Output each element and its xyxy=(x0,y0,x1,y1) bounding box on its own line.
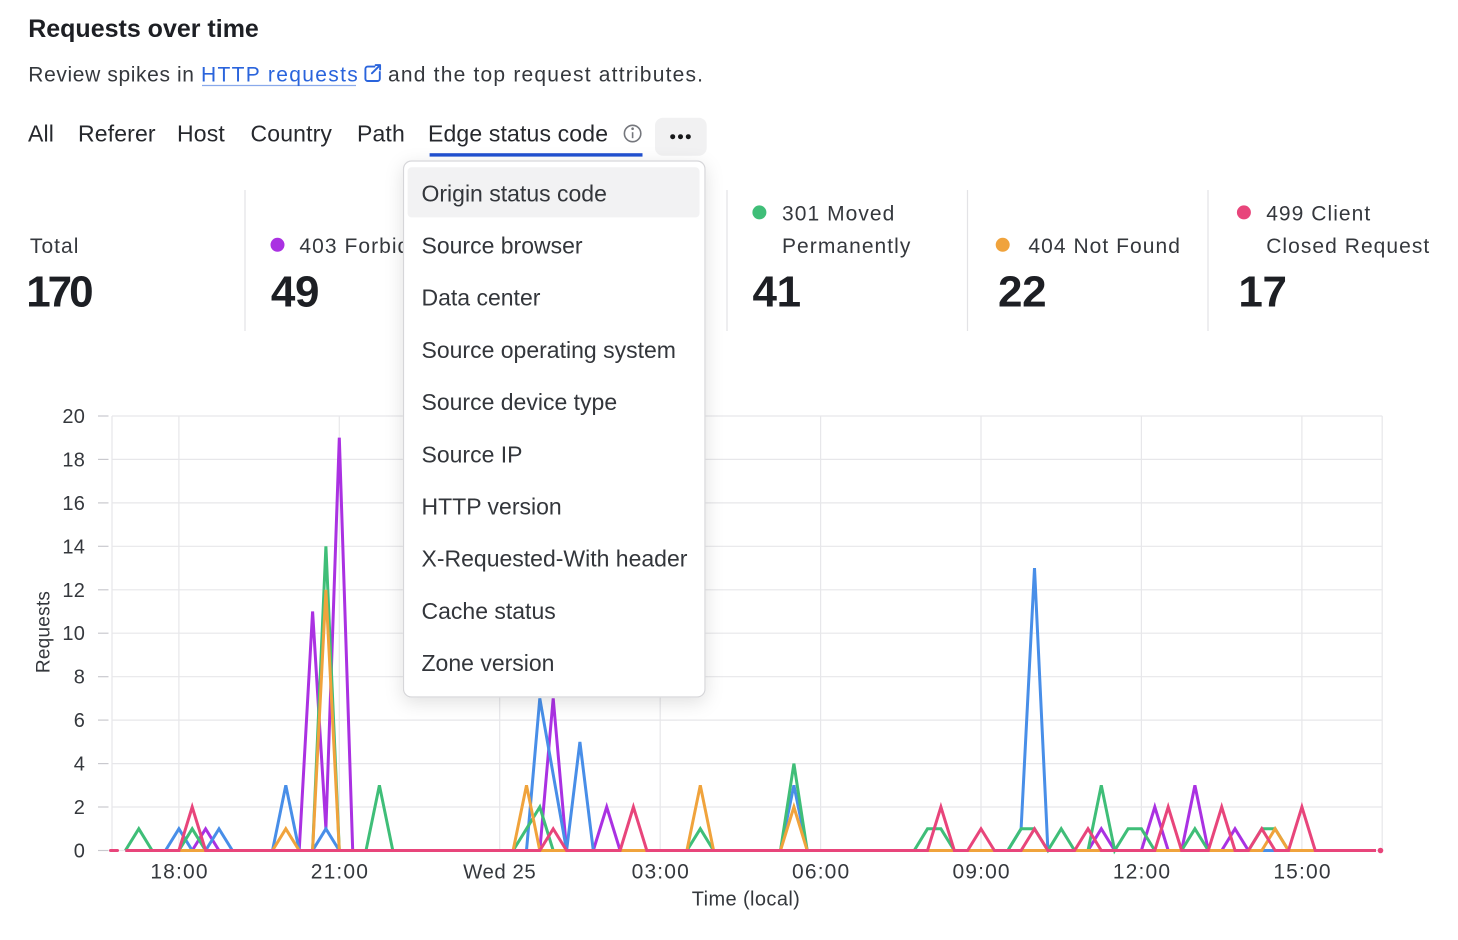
svg-text:Closed Request: Closed Request xyxy=(1266,235,1430,258)
svg-text:Host: Host xyxy=(177,120,225,146)
svg-text:Source IP: Source IP xyxy=(422,441,523,467)
svg-text:10: 10 xyxy=(62,623,85,645)
svg-text:22: 22 xyxy=(998,267,1046,316)
svg-text:Source operating system: Source operating system xyxy=(422,337,676,363)
svg-text:Source device type: Source device type xyxy=(422,389,618,415)
svg-text:Path: Path xyxy=(357,120,405,146)
svg-text:09:00: 09:00 xyxy=(952,861,1010,884)
svg-text:4: 4 xyxy=(74,754,85,776)
svg-text:499 Client: 499 Client xyxy=(1266,202,1371,225)
svg-text:03:00: 03:00 xyxy=(632,861,690,884)
svg-text:Cache status: Cache status xyxy=(422,598,556,624)
svg-text:18: 18 xyxy=(62,449,85,471)
svg-text:20: 20 xyxy=(62,406,85,428)
svg-text:15:00: 15:00 xyxy=(1273,861,1331,884)
svg-text:17: 17 xyxy=(1238,267,1286,316)
svg-text:Requests: Requests xyxy=(33,591,54,673)
svg-text:6: 6 xyxy=(74,710,85,732)
svg-text:12: 12 xyxy=(62,580,85,602)
svg-text:HTTP requests: HTTP requests xyxy=(201,63,359,86)
svg-text:8: 8 xyxy=(74,667,85,689)
svg-text:Country: Country xyxy=(251,120,333,146)
svg-text:14: 14 xyxy=(62,536,85,558)
svg-text:and the top request attributes: and the top request attributes. xyxy=(388,63,704,86)
svg-text:Wed 25: Wed 25 xyxy=(463,862,536,884)
svg-text:49: 49 xyxy=(271,267,319,316)
svg-text:06:00: 06:00 xyxy=(792,861,850,884)
svg-text:170: 170 xyxy=(26,267,92,316)
svg-text:Permanently: Permanently xyxy=(782,235,911,258)
svg-text:Requests over time: Requests over time xyxy=(28,15,259,43)
svg-text:All: All xyxy=(28,120,54,146)
svg-text:Edge status code: Edge status code xyxy=(428,120,608,146)
svg-text:16: 16 xyxy=(62,493,85,515)
svg-text:Review spikes in: Review spikes in xyxy=(28,63,194,86)
svg-text:Origin status code: Origin status code xyxy=(422,180,607,206)
svg-text:X-Requested-With header: X-Requested-With header xyxy=(422,546,688,572)
svg-text:21:00: 21:00 xyxy=(311,861,369,884)
svg-text:Source browser: Source browser xyxy=(422,233,583,259)
svg-text:HTTP version: HTTP version xyxy=(422,494,562,520)
svg-text:41: 41 xyxy=(753,267,801,316)
svg-text:Time (local): Time (local) xyxy=(692,889,801,911)
svg-text:2: 2 xyxy=(74,797,85,819)
svg-text:12:00: 12:00 xyxy=(1113,861,1171,884)
svg-text:18:00: 18:00 xyxy=(150,861,208,884)
svg-text:301 Moved: 301 Moved xyxy=(782,202,895,225)
svg-text:Data center: Data center xyxy=(422,285,541,311)
svg-text:0: 0 xyxy=(74,841,85,863)
svg-text:Total: Total xyxy=(30,235,80,258)
svg-text:Referer: Referer xyxy=(78,120,156,146)
svg-text:Zone version: Zone version xyxy=(422,650,555,676)
svg-text:404 Not Found: 404 Not Found xyxy=(1028,235,1181,258)
